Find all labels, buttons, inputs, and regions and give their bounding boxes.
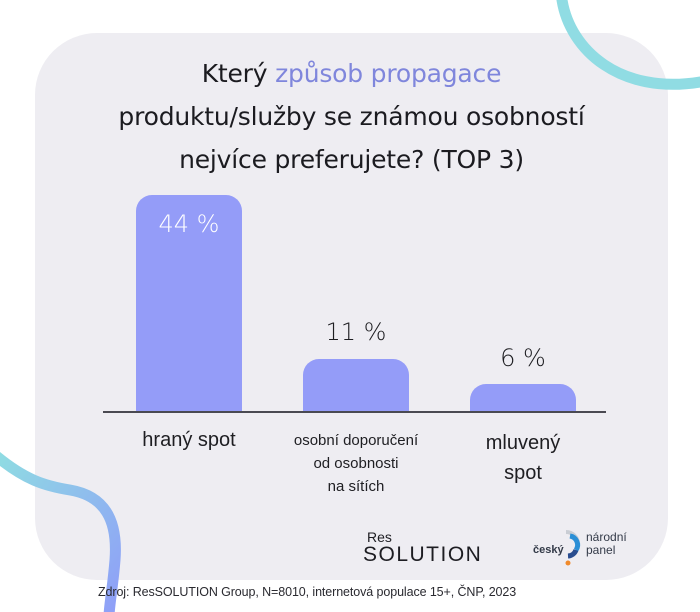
value-label-hrany-spot: 44 % <box>158 210 220 238</box>
chart-title: Který způsob propagace produktu/služby s… <box>35 52 668 181</box>
cesky-narodni-panel-logo: český národní panel <box>530 528 640 568</box>
x-axis-baseline <box>103 411 606 413</box>
ressolution-logo: Res SOLUTION <box>363 529 483 566</box>
category-label-osobni-doporuceni: osobní doporučení od osobnosti na sítích <box>293 432 419 495</box>
category-label-hrany-spot: hraný spot <box>142 429 236 451</box>
title-line1-prefix: Který <box>201 59 276 88</box>
bar-osobni-doporuceni <box>303 359 409 412</box>
value-label-mluveny-spot: 6 % <box>500 344 546 372</box>
title-line3: nejvíce preferujete? (TOP 3) <box>179 145 524 174</box>
bar-hrany-spot <box>136 195 242 412</box>
bar-mluveny-spot <box>470 384 576 412</box>
category-label-mluveny-spot: mluvený spot <box>485 432 561 484</box>
title-accent: způsob propagace <box>275 59 502 88</box>
value-label-osobni-doporuceni: 11 % <box>325 318 387 346</box>
title-line2: produktu/služby se známou osobností <box>118 102 585 131</box>
source-note: Zdroj: ResSOLUTION Group, N=8010, intern… <box>98 585 517 599</box>
cnp-question-mark-icon <box>565 530 581 566</box>
